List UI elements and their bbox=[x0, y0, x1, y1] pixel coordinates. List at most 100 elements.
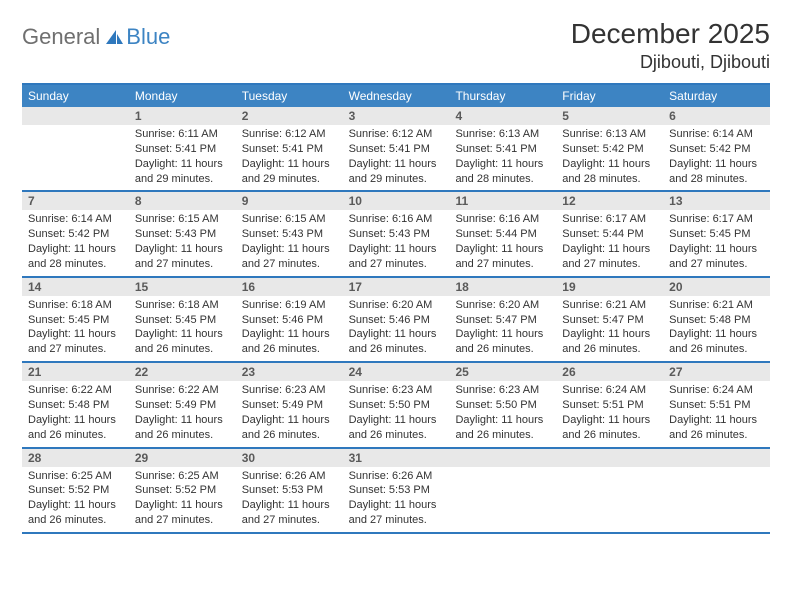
sunrise-line: Sunrise: 6:11 AM bbox=[135, 127, 230, 142]
day-body: Sunrise: 6:15 AMSunset: 5:43 PMDaylight:… bbox=[129, 210, 236, 271]
day-body: Sunrise: 6:15 AMSunset: 5:43 PMDaylight:… bbox=[236, 210, 343, 271]
day-number: 12 bbox=[556, 192, 663, 210]
day-number: 18 bbox=[449, 278, 556, 296]
daylight-line: Daylight: 11 hours and 29 minutes. bbox=[349, 157, 444, 187]
sunset-line: Sunset: 5:48 PM bbox=[669, 313, 764, 328]
sunrise-line: Sunrise: 6:21 AM bbox=[669, 298, 764, 313]
day-body: Sunrise: 6:13 AMSunset: 5:42 PMDaylight:… bbox=[556, 125, 663, 186]
day-number: 7 bbox=[22, 192, 129, 210]
day-cell: 23 Sunrise: 6:23 AMSunset: 5:49 PMDayligh… bbox=[236, 363, 343, 446]
sunset-line: Sunset: 5:45 PM bbox=[135, 313, 230, 328]
daylight-line: Daylight: 11 hours and 27 minutes. bbox=[669, 242, 764, 272]
sunrise-line: Sunrise: 6:13 AM bbox=[562, 127, 657, 142]
day-number: 9 bbox=[236, 192, 343, 210]
sunrise-line: Sunrise: 6:23 AM bbox=[242, 383, 337, 398]
sunset-line: Sunset: 5:53 PM bbox=[349, 483, 444, 498]
day-body: Sunrise: 6:18 AMSunset: 5:45 PMDaylight:… bbox=[129, 296, 236, 357]
daylight-line: Daylight: 11 hours and 26 minutes. bbox=[349, 327, 444, 357]
sunrise-line: Sunrise: 6:20 AM bbox=[349, 298, 444, 313]
day-cell: 19Sunrise: 6:21 AMSunset: 5:47 PMDayligh… bbox=[556, 278, 663, 361]
day-body: Sunrise: 6:12 AMSunset: 5:41 PMDaylight:… bbox=[236, 125, 343, 186]
dow-friday: Friday bbox=[556, 85, 663, 107]
day-body: Sunrise: 6:23 AMSunset: 5:50 PMDaylight:… bbox=[343, 381, 450, 442]
day-number: 14 bbox=[22, 278, 129, 296]
week-row: 7Sunrise: 6:14 AMSunset: 5:42 PMDaylight… bbox=[22, 192, 770, 277]
daylight-line: Daylight: 11 hours and 26 minutes. bbox=[669, 413, 764, 443]
day-body: Sunrise: 6:21 AMSunset: 5:47 PMDaylight:… bbox=[556, 296, 663, 357]
day-body: Sunrise: 6:23 AMSunset: 5:50 PMDaylight:… bbox=[449, 381, 556, 442]
daylight-line: Daylight: 11 hours and 26 minutes. bbox=[669, 327, 764, 357]
daylight-line: Daylight: 11 hours and 26 minutes. bbox=[242, 413, 337, 443]
sunset-line: Sunset: 5:46 PM bbox=[242, 313, 337, 328]
day-body: Sunrise: 6:22 AMSunset: 5:48 PMDaylight:… bbox=[22, 381, 129, 442]
sunrise-line: Sunrise: 6:23 AM bbox=[455, 383, 550, 398]
day-cell: 13Sunrise: 6:17 AMSunset: 5:45 PMDayligh… bbox=[663, 192, 770, 275]
day-body: Sunrise: 6:17 AMSunset: 5:45 PMDaylight:… bbox=[663, 210, 770, 271]
daylight-line: Daylight: 11 hours and 26 minutes. bbox=[28, 498, 123, 528]
day-body: Sunrise: 6:19 AMSunset: 5:46 PMDaylight:… bbox=[236, 296, 343, 357]
dow-sunday: Sunday bbox=[22, 85, 129, 107]
day-number: 5 bbox=[556, 107, 663, 125]
day-cell: 2Sunrise: 6:12 AMSunset: 5:41 PMDaylight… bbox=[236, 107, 343, 190]
location-label: Djibouti, Djibouti bbox=[571, 52, 770, 73]
sunset-line: Sunset: 5:49 PM bbox=[242, 398, 337, 413]
day-number: 19 bbox=[556, 278, 663, 296]
dow-monday: Monday bbox=[129, 85, 236, 107]
day-number: 24 bbox=[343, 363, 450, 381]
sunset-line: Sunset: 5:47 PM bbox=[562, 313, 657, 328]
day-cell: 14Sunrise: 6:18 AMSunset: 5:45 PMDayligh… bbox=[22, 278, 129, 361]
calendar-page: General Blue December 2025 Djibouti, Dji… bbox=[0, 0, 792, 534]
day-cell: 22 Sunrise: 6:22 AMSunset: 5:49 PMDayligh… bbox=[129, 363, 236, 446]
daylight-line: Daylight: 11 hours and 26 minutes. bbox=[135, 413, 230, 443]
sunrise-line: Sunrise: 6:22 AM bbox=[135, 383, 230, 398]
day-body: Sunrise: 6:17 AMSunset: 5:44 PMDaylight:… bbox=[556, 210, 663, 271]
sunset-line: Sunset: 5:43 PM bbox=[135, 227, 230, 242]
sunrise-line: Sunrise: 6:24 AM bbox=[562, 383, 657, 398]
daylight-line: Daylight: 11 hours and 26 minutes. bbox=[135, 327, 230, 357]
day-number: 27 bbox=[663, 363, 770, 381]
sunrise-line: Sunrise: 6:18 AM bbox=[28, 298, 123, 313]
sunrise-line: Sunrise: 6:14 AM bbox=[28, 212, 123, 227]
daylight-line: Daylight: 11 hours and 28 minutes. bbox=[455, 157, 550, 187]
day-number: 26 bbox=[556, 363, 663, 381]
day-body: Sunrise: 6:20 AMSunset: 5:47 PMDaylight:… bbox=[449, 296, 556, 357]
dow-thursday: Thursday bbox=[449, 85, 556, 107]
sunrise-line: Sunrise: 6:16 AM bbox=[455, 212, 550, 227]
sunset-line: Sunset: 5:49 PM bbox=[135, 398, 230, 413]
day-number: 23 bbox=[236, 363, 343, 381]
sunset-line: Sunset: 5:51 PM bbox=[562, 398, 657, 413]
daylight-line: Daylight: 11 hours and 29 minutes. bbox=[135, 157, 230, 187]
daylight-line: Daylight: 11 hours and 28 minutes. bbox=[562, 157, 657, 187]
sunrise-line: Sunrise: 6:12 AM bbox=[349, 127, 444, 142]
sunrise-line: Sunrise: 6:17 AM bbox=[562, 212, 657, 227]
day-body: Sunrise: 6:16 AMSunset: 5:43 PMDaylight:… bbox=[343, 210, 450, 271]
daylight-line: Daylight: 11 hours and 27 minutes. bbox=[135, 498, 230, 528]
day-number: 15 bbox=[129, 278, 236, 296]
week-row: 14Sunrise: 6:18 AMSunset: 5:45 PMDayligh… bbox=[22, 278, 770, 363]
day-cell: 9Sunrise: 6:15 AMSunset: 5:43 PMDaylight… bbox=[236, 192, 343, 275]
day-number: 4 bbox=[449, 107, 556, 125]
sunset-line: Sunset: 5:52 PM bbox=[28, 483, 123, 498]
sunset-line: Sunset: 5:43 PM bbox=[349, 227, 444, 242]
sunset-line: Sunset: 5:41 PM bbox=[135, 142, 230, 157]
daylight-line: Daylight: 11 hours and 26 minutes. bbox=[349, 413, 444, 443]
day-number: 22 bbox=[129, 363, 236, 381]
sunrise-line: Sunrise: 6:15 AM bbox=[135, 212, 230, 227]
dow-wednesday: Wednesday bbox=[343, 85, 450, 107]
day-cell: 10Sunrise: 6:16 AMSunset: 5:43 PMDayligh… bbox=[343, 192, 450, 275]
sunrise-line: Sunrise: 6:15 AM bbox=[242, 212, 337, 227]
day-body: Sunrise: 6:25 AMSunset: 5:52 PMDaylight:… bbox=[129, 467, 236, 528]
day-number: 13 bbox=[663, 192, 770, 210]
sunset-line: Sunset: 5:53 PM bbox=[242, 483, 337, 498]
day-number: 29 bbox=[129, 449, 236, 467]
sunset-line: Sunset: 5:41 PM bbox=[242, 142, 337, 157]
day-body: Sunrise: 6:12 AMSunset: 5:41 PMDaylight:… bbox=[343, 125, 450, 186]
day-cell: 3Sunrise: 6:12 AMSunset: 5:41 PMDaylight… bbox=[343, 107, 450, 190]
day-cell: 12Sunrise: 6:17 AMSunset: 5:44 PMDayligh… bbox=[556, 192, 663, 275]
day-body: Sunrise: 6:13 AMSunset: 5:41 PMDaylight:… bbox=[449, 125, 556, 186]
sunset-line: Sunset: 5:45 PM bbox=[669, 227, 764, 242]
dow-saturday: Saturday bbox=[663, 85, 770, 107]
sunrise-line: Sunrise: 6:14 AM bbox=[669, 127, 764, 142]
sunset-line: Sunset: 5:44 PM bbox=[562, 227, 657, 242]
day-cell: 28Sunrise: 6:25 AMSunset: 5:52 PMDayligh… bbox=[22, 449, 129, 532]
